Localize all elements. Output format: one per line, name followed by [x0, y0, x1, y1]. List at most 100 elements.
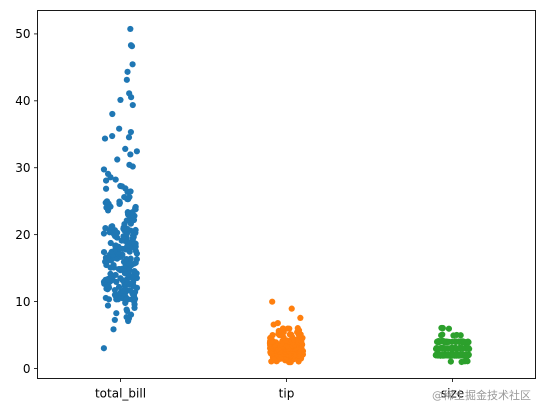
series-tip-points: [266, 298, 307, 366]
data-point: [112, 176, 119, 183]
data-point: [129, 101, 136, 109]
data-point: [437, 351, 444, 358]
data-point: [101, 135, 109, 142]
data-point: [103, 198, 111, 205]
series-size-points: [432, 324, 473, 366]
watermark: @稀土掘金技术社区: [432, 388, 531, 402]
data-point: [433, 338, 441, 345]
data-point: [113, 310, 120, 317]
y-tick-label: 10: [15, 295, 30, 309]
data-point: [123, 306, 130, 313]
data-point: [133, 256, 140, 263]
data-point: [109, 132, 116, 140]
data-point: [464, 358, 471, 365]
data-point: [438, 332, 445, 339]
data-point: [104, 302, 112, 309]
data-point: [127, 287, 134, 294]
series-total_bill-points: [100, 25, 141, 352]
y-tick-label: 30: [15, 161, 30, 175]
data-point: [107, 239, 114, 247]
data-point: [294, 325, 301, 332]
y-tick-label: 0: [23, 362, 31, 376]
data-point: [465, 344, 472, 352]
data-point: [102, 224, 109, 232]
data-point: [453, 345, 461, 352]
data-point: [112, 271, 119, 279]
data-point: [109, 110, 116, 118]
data-point: [441, 345, 449, 353]
data-point: [274, 319, 281, 327]
data-point: [458, 358, 465, 366]
data-point: [286, 331, 293, 338]
y-tick-label: 50: [15, 27, 30, 41]
data-point: [111, 316, 118, 324]
data-point: [127, 255, 134, 262]
data-point: [464, 352, 471, 359]
data-point: [124, 68, 131, 75]
data-point: [286, 325, 293, 332]
data-point: [127, 151, 134, 158]
data-point: [127, 42, 135, 49]
data-point: [133, 148, 140, 155]
data-point: [117, 182, 124, 190]
data-points: [100, 25, 473, 366]
x-tick-label-tip: tip: [279, 387, 295, 401]
data-point: [457, 332, 464, 339]
data-point: [104, 170, 112, 177]
data-point: [127, 128, 135, 136]
data-point: [110, 262, 117, 269]
data-point: [126, 90, 133, 97]
x-axis: total_bill tip size: [95, 378, 464, 401]
data-point: [129, 61, 136, 68]
data-point: [132, 247, 139, 255]
data-point: [100, 249, 108, 256]
data-point: [121, 193, 128, 201]
x-tick-label-total_bill: total_bill: [95, 387, 146, 401]
y-tick-label: 40: [15, 94, 30, 108]
data-point: [100, 230, 108, 237]
data-point: [440, 338, 448, 345]
data-point: [117, 275, 124, 282]
data-point: [444, 352, 451, 359]
data-point: [123, 76, 130, 83]
data-point: [124, 209, 131, 216]
data-point: [125, 134, 133, 141]
data-point: [116, 198, 123, 205]
data-point: [452, 338, 459, 345]
data-point: [288, 305, 295, 312]
data-point: [127, 188, 134, 195]
data-point: [115, 283, 123, 291]
y-axis: 0 10 20 30 40 50: [15, 27, 38, 376]
data-point: [114, 156, 121, 163]
data-point: [464, 338, 472, 345]
data-point: [445, 325, 453, 332]
data-point: [131, 267, 138, 275]
data-point: [126, 193, 133, 201]
data-point: [110, 326, 117, 333]
data-point: [117, 96, 124, 104]
data-point: [109, 223, 116, 230]
data-point: [297, 314, 304, 321]
data-point: [127, 25, 134, 33]
y-tick-label: 20: [15, 228, 30, 242]
data-point: [279, 325, 287, 332]
data-point: [450, 332, 457, 339]
data-point: [126, 161, 133, 168]
data-point: [447, 358, 454, 365]
data-point: [100, 345, 107, 352]
data-point: [102, 294, 109, 302]
data-point: [107, 270, 114, 277]
data-point: [455, 352, 462, 359]
data-point: [112, 242, 119, 249]
data-point: [116, 125, 123, 132]
data-point: [103, 177, 110, 184]
data-point: [269, 331, 276, 339]
data-point: [119, 251, 126, 258]
data-point: [122, 145, 129, 153]
data-point: [102, 185, 110, 192]
data-point: [269, 298, 276, 305]
data-point: [132, 203, 139, 211]
data-point: [439, 325, 446, 332]
data-point: [111, 291, 119, 298]
data-point: [459, 345, 466, 352]
